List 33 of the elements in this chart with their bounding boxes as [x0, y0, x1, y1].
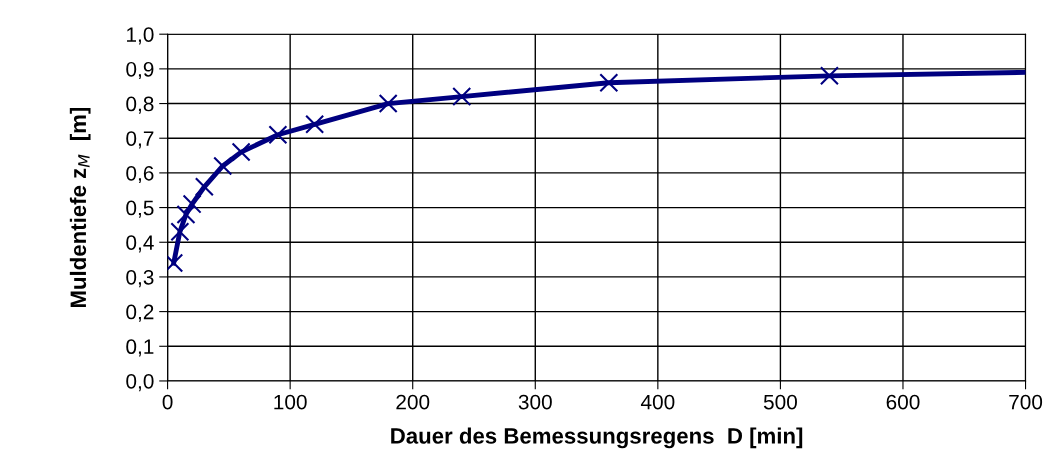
point [213, 156, 233, 176]
point [599, 73, 619, 93]
x-tick-label: 300 [518, 394, 552, 410]
x-tick-label: 200 [396, 394, 430, 410]
y-tick-label: 0,2 [126, 304, 154, 322]
y-tick-label: 0,9 [126, 61, 154, 80]
y-tick-label: 0,0 [126, 373, 154, 392]
y-axis-title: Muldentiefe z$_{M}$ [m] [69, 107, 91, 308]
point [170, 222, 190, 242]
y-tick-label: 0,5 [126, 200, 154, 218]
y-tick-label: 1,0 [127, 27, 154, 45]
point [194, 177, 214, 197]
x-axis-title: Dauer des Bemessungsregens D [min] [391, 427, 803, 449]
y-tick-label: 0,1 [126, 339, 154, 357]
x-tick-label: 600 [886, 394, 920, 410]
x-tick-label: 100 [274, 394, 307, 410]
y-tick-label: 0,3 [126, 269, 154, 288]
point [176, 204, 196, 225]
y-tick-label: 0,6 [126, 165, 154, 184]
point [378, 94, 398, 114]
y-tick-label: 0,4 [126, 235, 154, 253]
point [452, 87, 472, 107]
y-tick-label: 0,8 [126, 96, 154, 114]
point [819, 66, 839, 86]
x-tick-label: 700 [1009, 394, 1043, 410]
point [305, 114, 325, 134]
x-tick-label: 0 [162, 394, 173, 410]
point [268, 125, 288, 145]
y-tick-label: 0,7 [126, 131, 154, 149]
point [182, 194, 202, 214]
point [231, 142, 251, 162]
x-tick-label: 500 [763, 394, 797, 410]
x-tick-label: 400 [640, 394, 675, 410]
